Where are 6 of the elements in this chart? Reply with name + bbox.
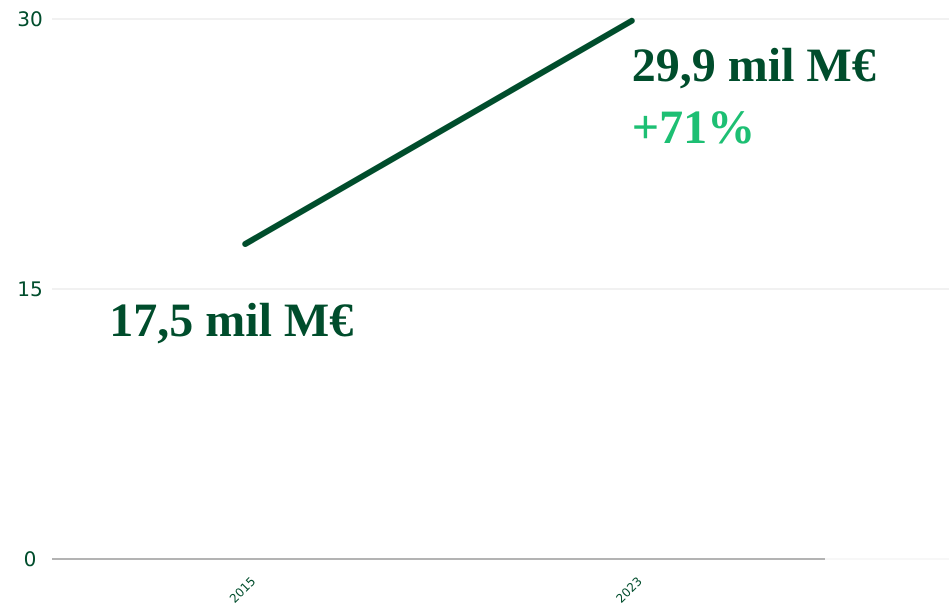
- y-tick-label: 0: [24, 547, 36, 571]
- annotation: +71%: [632, 100, 756, 154]
- data-label: 29,9 mil M€: [632, 38, 876, 92]
- y-tick-label: 30: [17, 7, 43, 31]
- y-tick-label: 15: [17, 277, 43, 301]
- data-label: 17,5 mil M€: [109, 294, 354, 347]
